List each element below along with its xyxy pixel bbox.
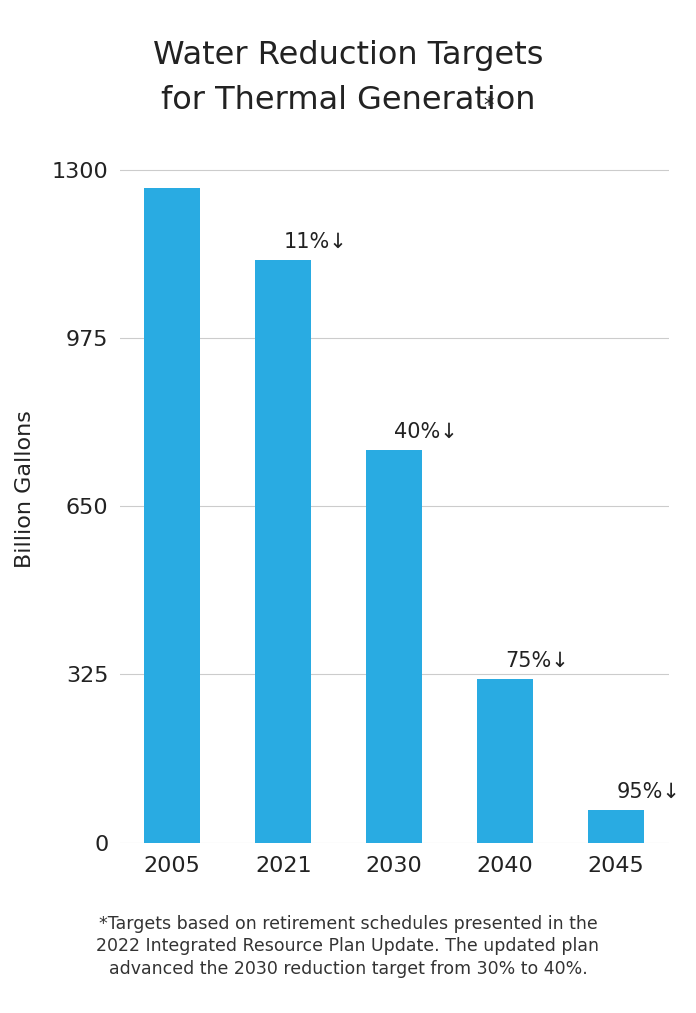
Text: 95%↓: 95%↓ xyxy=(616,782,680,802)
Text: for Thermal Generation: for Thermal Generation xyxy=(161,85,535,116)
Text: advanced the 2030 reduction target from 30% to 40%.: advanced the 2030 reduction target from … xyxy=(109,959,587,978)
Bar xyxy=(588,810,644,843)
Text: *: * xyxy=(484,96,494,116)
Y-axis label: Billion Gallons: Billion Gallons xyxy=(15,410,35,568)
Text: 2022 Integrated Resource Plan Update. The updated plan: 2022 Integrated Resource Plan Update. Th… xyxy=(97,937,599,955)
Text: 11%↓: 11%↓ xyxy=(283,232,347,252)
Text: 40%↓: 40%↓ xyxy=(394,422,458,443)
Bar xyxy=(145,188,200,843)
Text: *Targets based on retirement schedules presented in the: *Targets based on retirement schedules p… xyxy=(99,915,597,933)
Text: Water Reduction Targets: Water Reduction Targets xyxy=(152,40,544,71)
Bar xyxy=(477,679,533,843)
Bar xyxy=(255,260,311,843)
Text: 75%↓: 75%↓ xyxy=(505,651,569,672)
Bar xyxy=(367,450,422,843)
